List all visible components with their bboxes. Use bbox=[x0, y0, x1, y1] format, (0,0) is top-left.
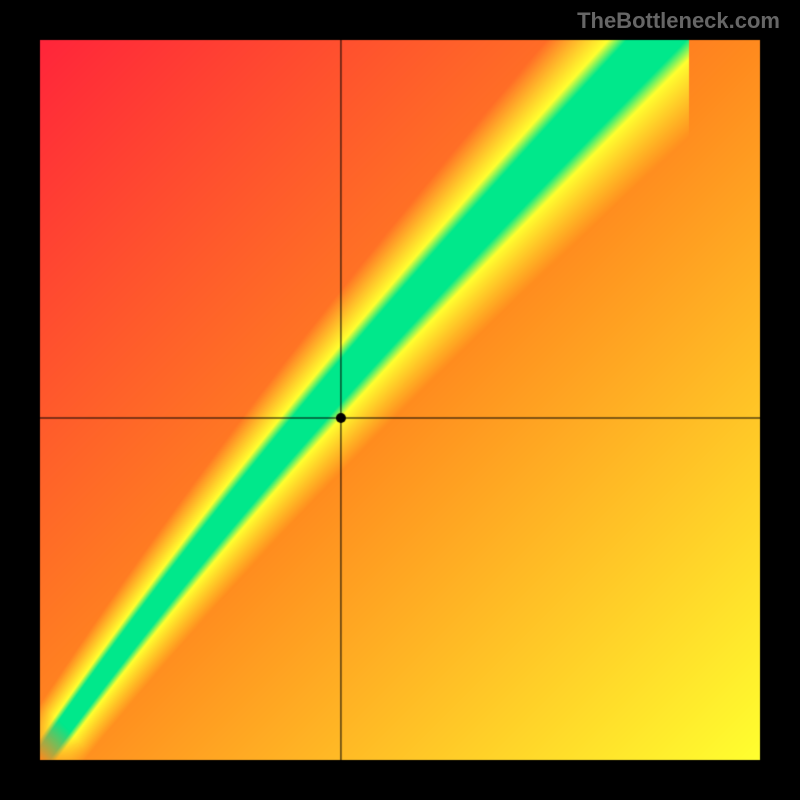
chart-container: TheBottleneck.com bbox=[0, 0, 800, 800]
bottleneck-heatmap bbox=[0, 0, 800, 800]
watermark-text: TheBottleneck.com bbox=[577, 8, 780, 34]
